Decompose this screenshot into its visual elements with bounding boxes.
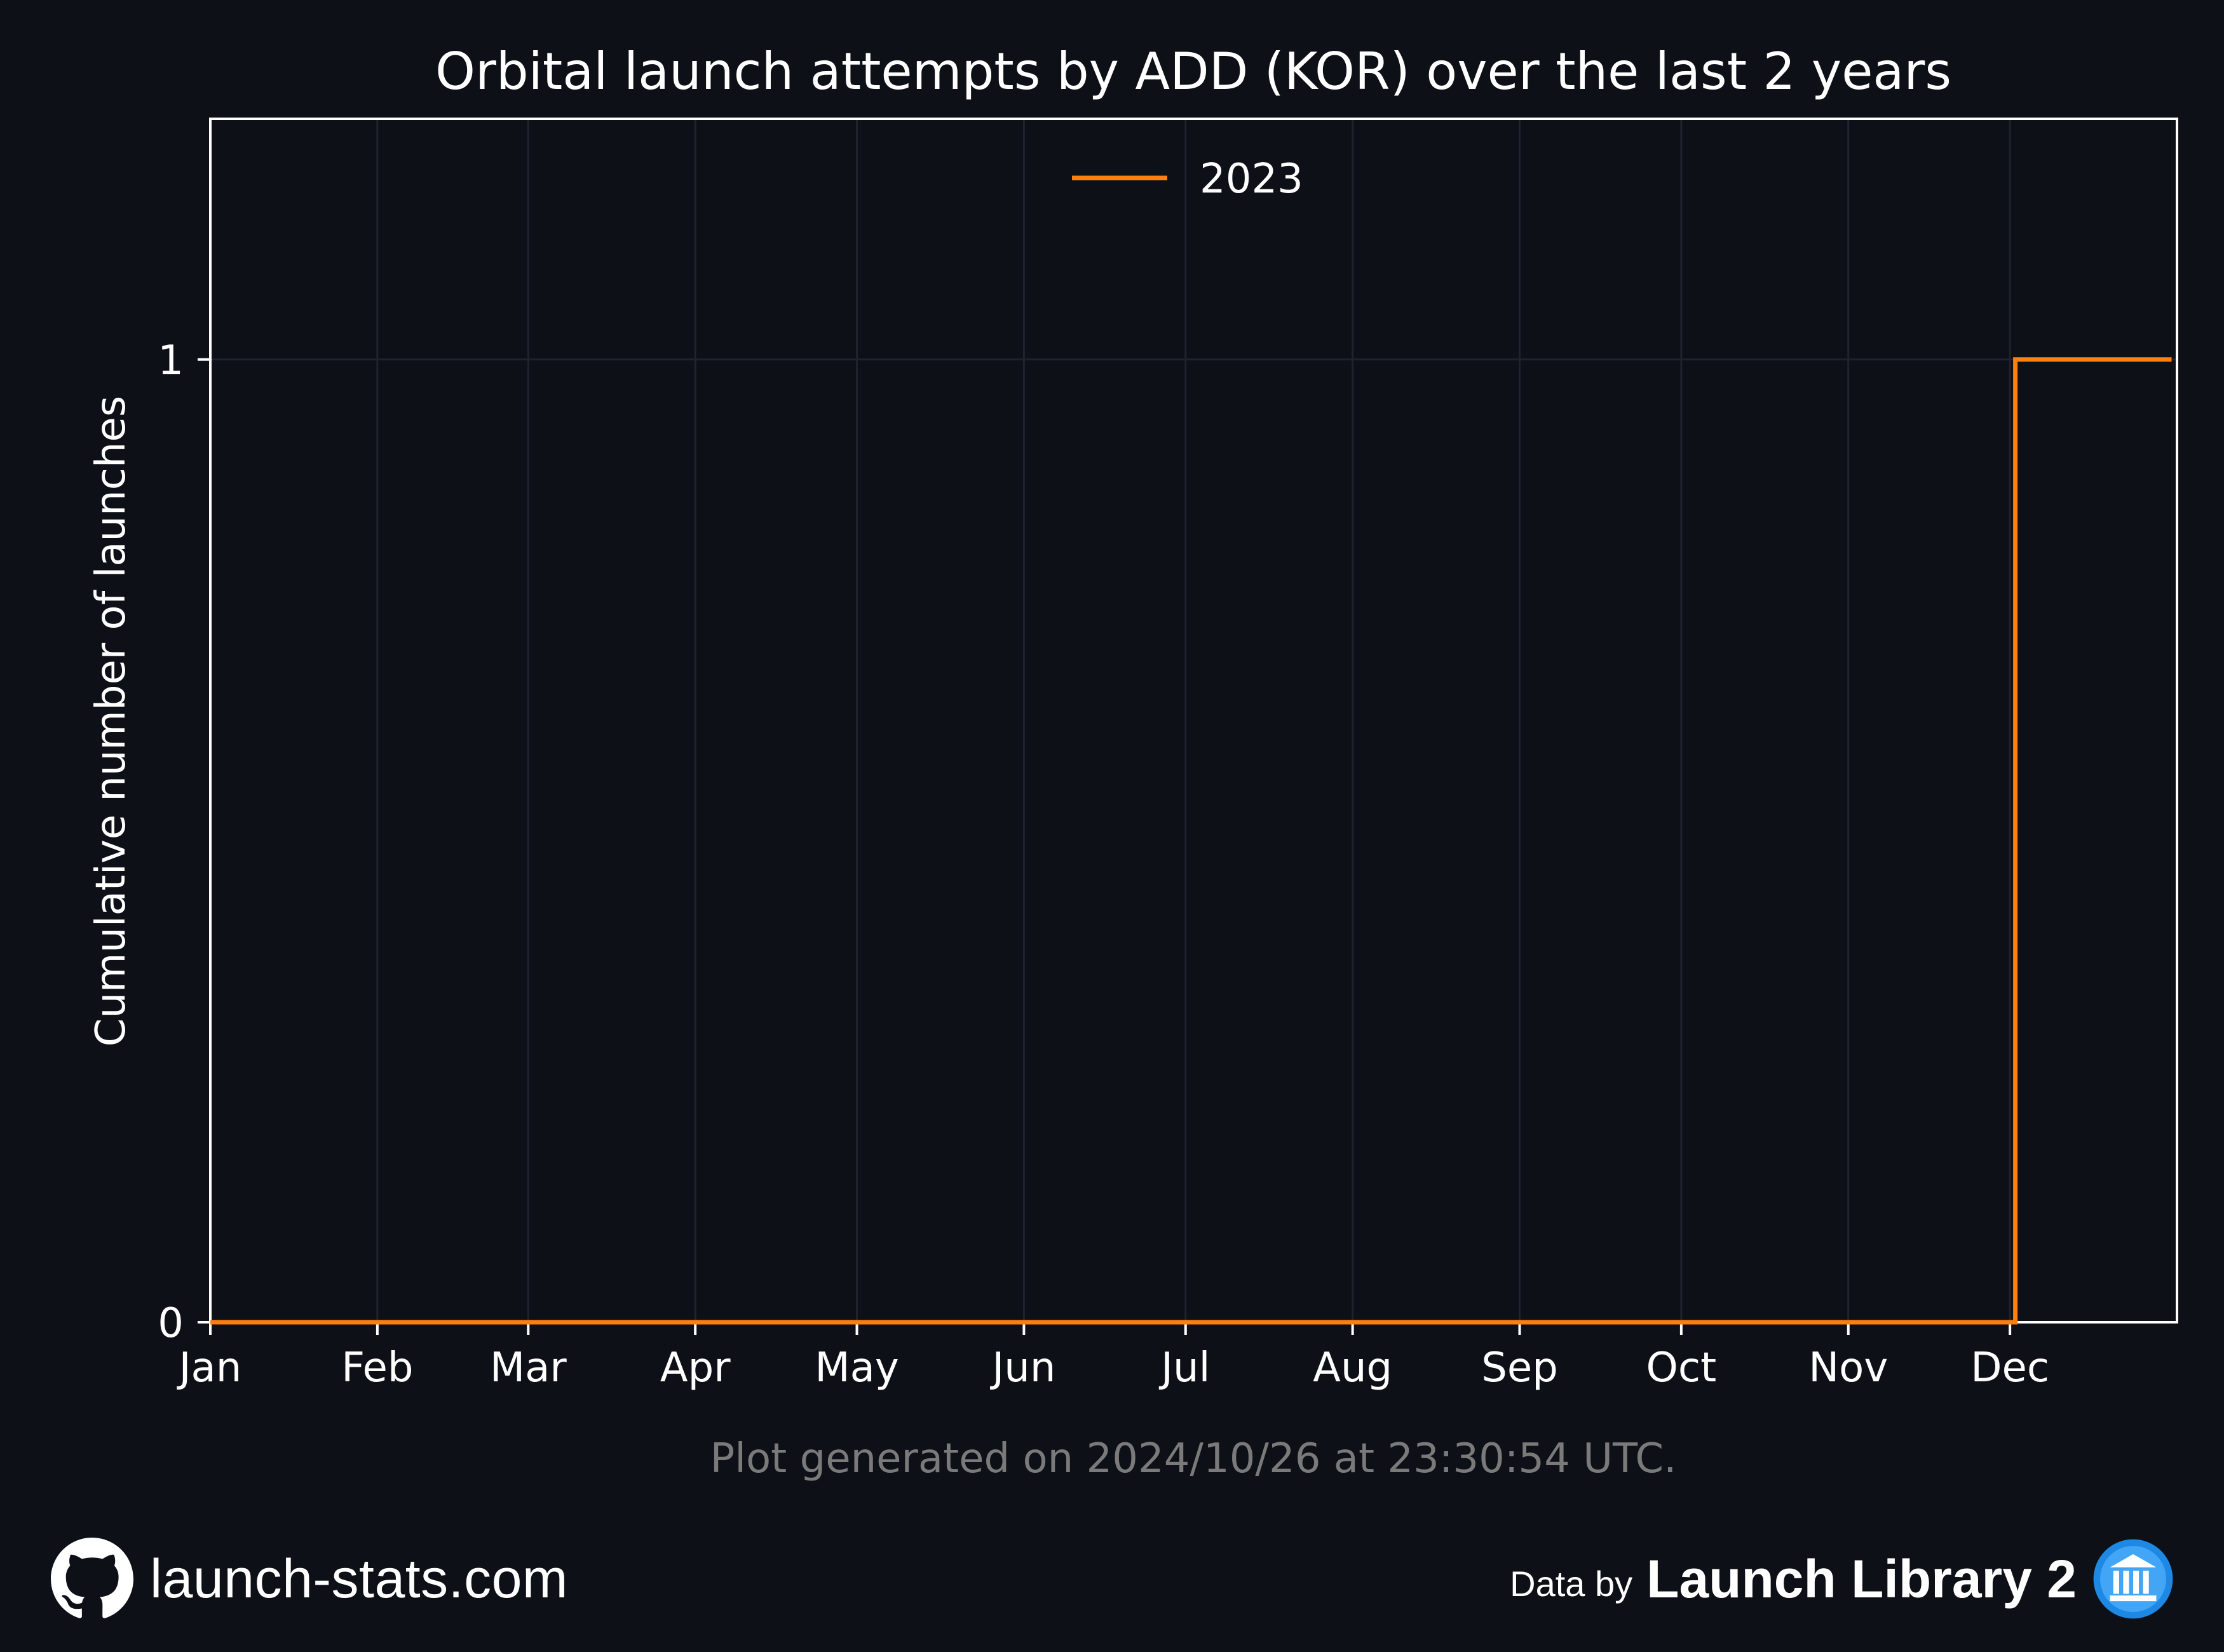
x-tick-label: Jun <box>989 1344 1055 1391</box>
data-by-label: Data by <box>1510 1563 1633 1604</box>
legend: 2023 <box>1072 156 1303 203</box>
axis-ticks: Jan Feb Mar Apr May Jun Jul Aug Sep Oct Nov Dec 0 1 <box>158 337 2049 1391</box>
footer-credit: Data by Launch Library 2 <box>1510 1534 2174 1623</box>
plot-frame <box>209 118 2178 1324</box>
x-tick-label: Apr <box>660 1344 731 1391</box>
x-tick-label: Dec <box>1970 1344 2049 1391</box>
footer-site[interactable]: launch-stats.com <box>51 1534 568 1623</box>
x-tick-label: Oct <box>1646 1344 1717 1391</box>
launch-library-logo-icon <box>2093 1539 2173 1619</box>
chart-title: Orbital launch attempts by ADD (KOR) ove… <box>435 42 1951 101</box>
x-tick-label: Jan <box>177 1344 242 1391</box>
site-link[interactable]: launch-stats.com <box>150 1548 569 1609</box>
github-icon <box>51 1538 133 1618</box>
grid <box>209 119 2177 1324</box>
chart: Jan Feb Mar Apr May Jun Jul Aug Sep Oct Nov Dec 0 1 2… <box>88 42 2178 1482</box>
x-tick-label: Aug <box>1313 1344 1392 1391</box>
brand-name[interactable]: Launch Library 2 <box>1646 1548 2077 1609</box>
x-tick-label: Sep <box>1481 1344 1558 1391</box>
series <box>210 357 2172 1325</box>
x-tick-label: Jul <box>1158 1344 1210 1391</box>
x-tick-label: Nov <box>1808 1344 1888 1391</box>
series-line <box>210 357 2172 1325</box>
footnote: Plot generated on 2024/10/26 at 23:30:54… <box>710 1435 1677 1482</box>
legend-label: 2023 <box>1200 156 1303 203</box>
y-axis-label: Cumulative number of launches <box>88 396 135 1046</box>
x-tick-label: May <box>815 1344 898 1391</box>
x-tick-label: Mar <box>490 1344 567 1391</box>
x-tick-label: Feb <box>341 1344 413 1391</box>
y-tick-label: 1 <box>158 337 184 384</box>
y-tick-label: 0 <box>158 1300 184 1347</box>
